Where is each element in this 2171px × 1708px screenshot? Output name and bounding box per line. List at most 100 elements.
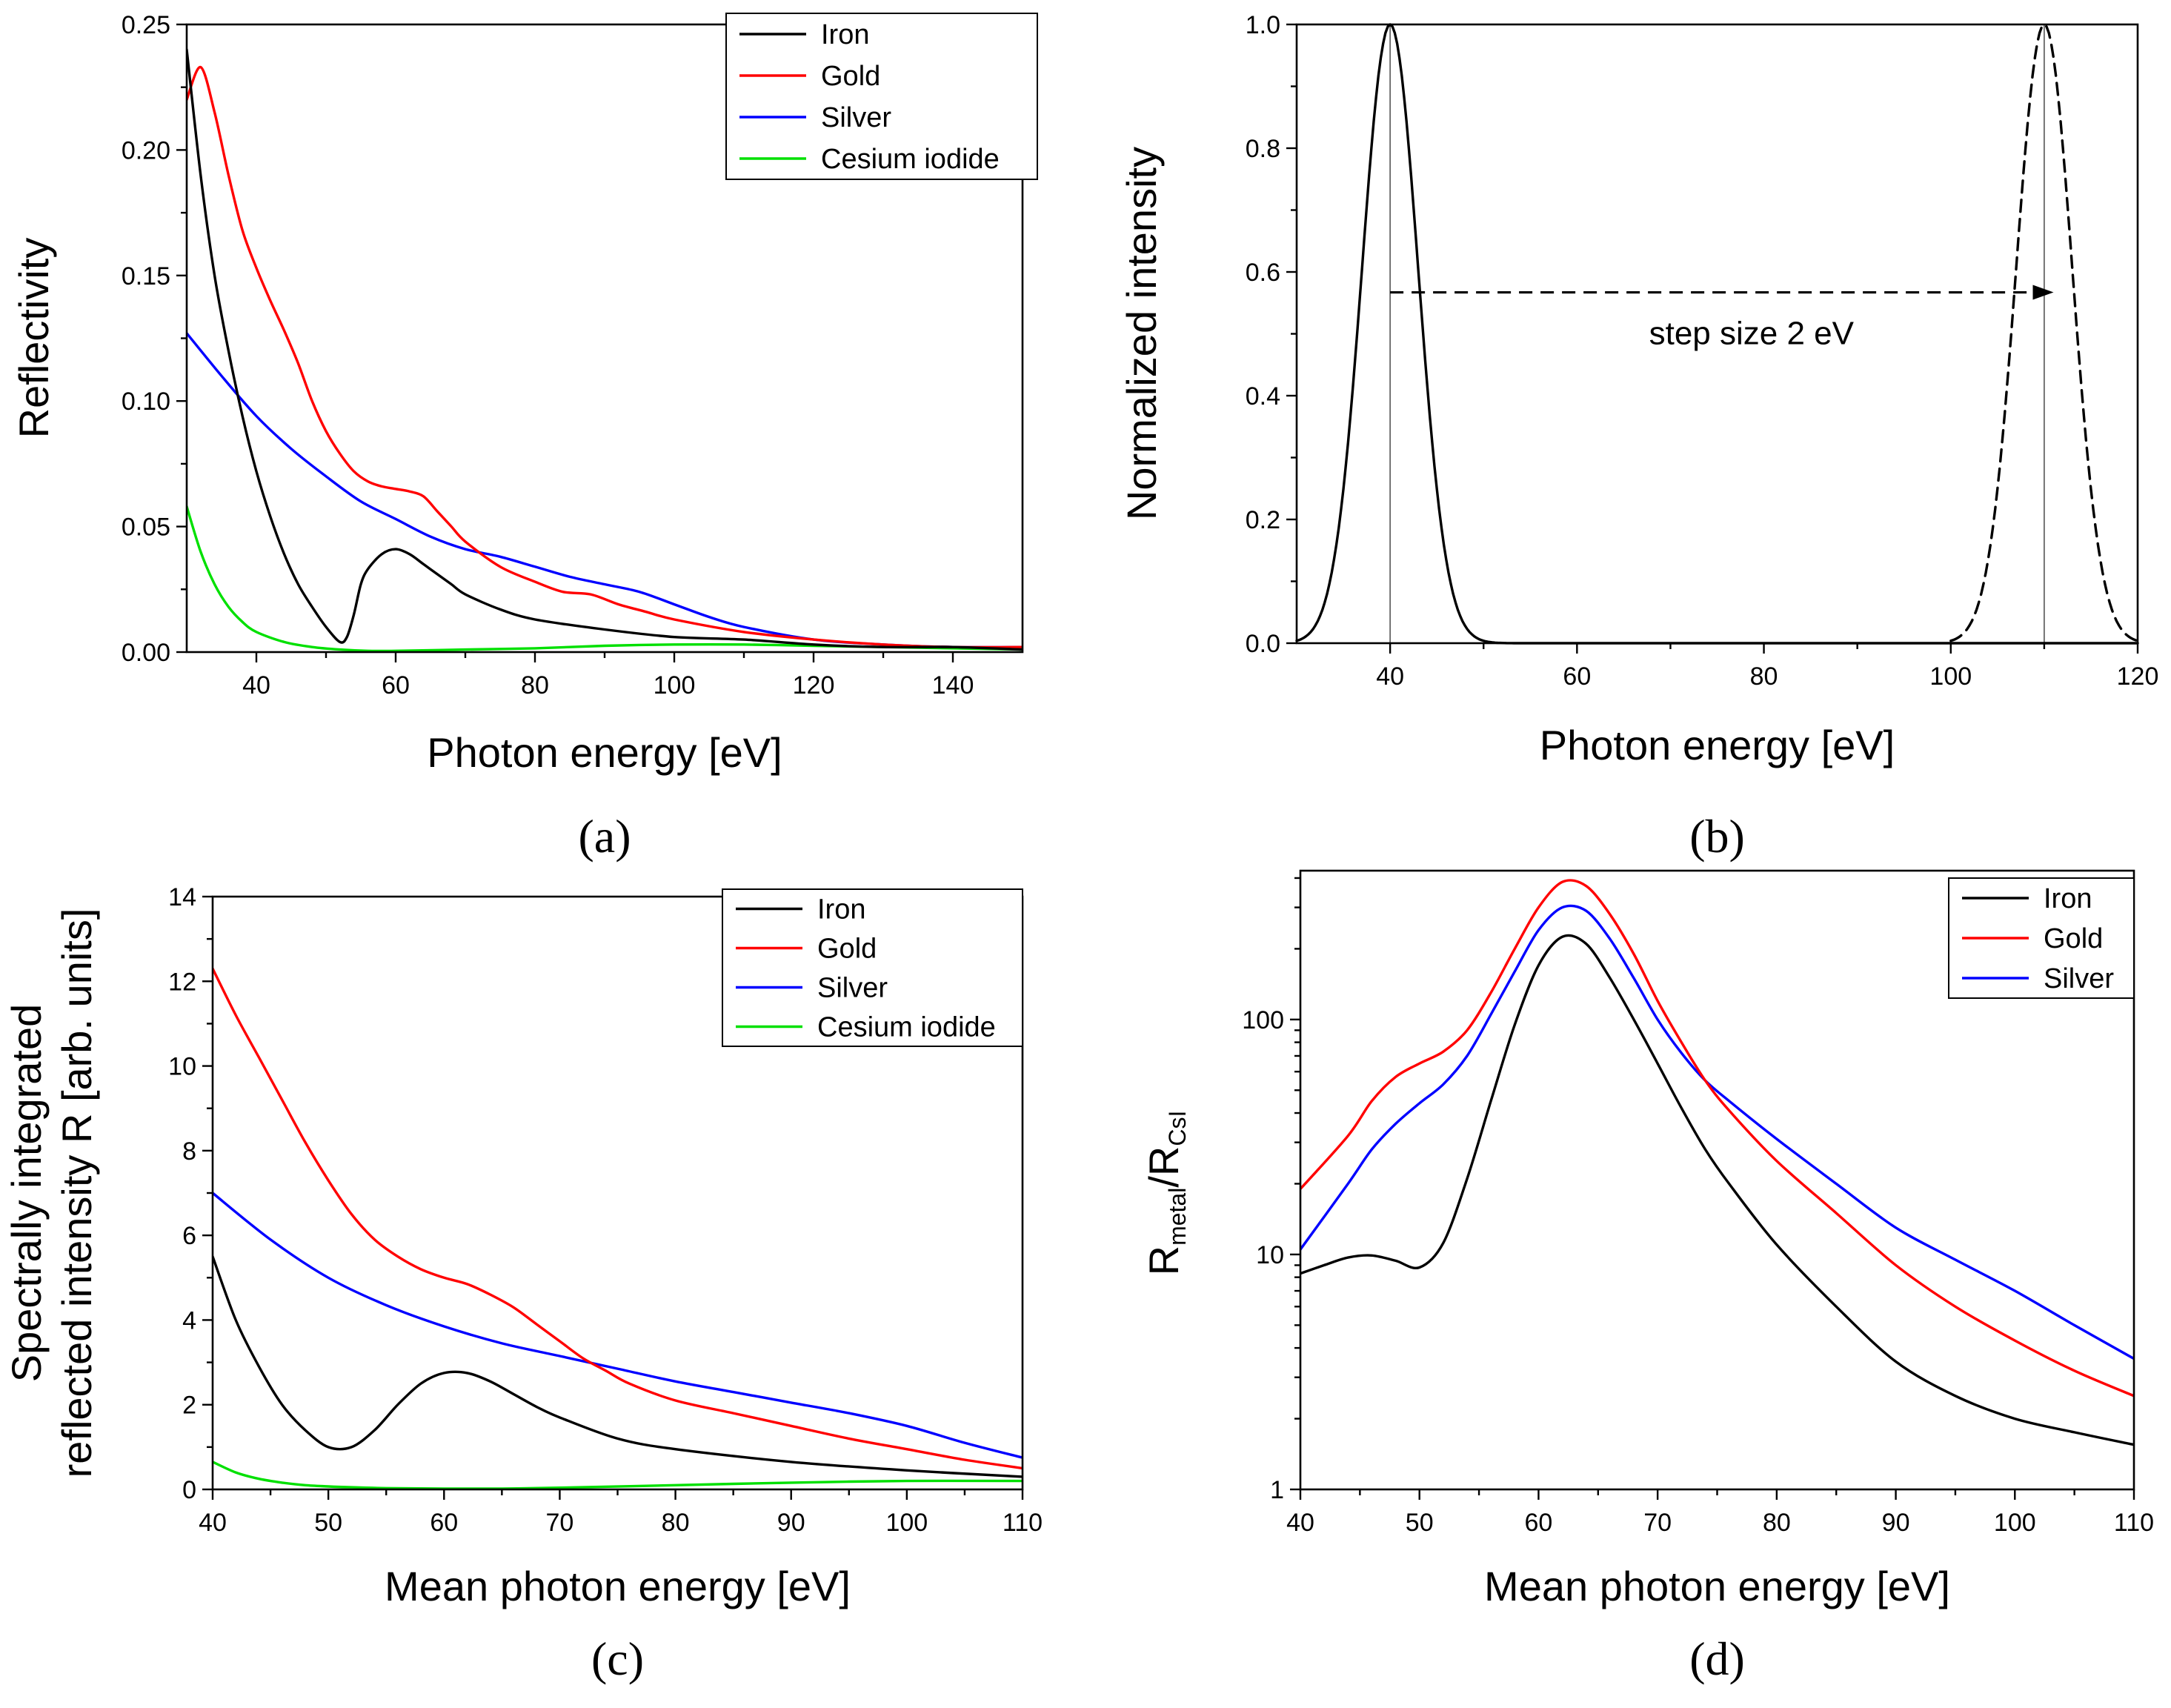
panel-label: (a) [578,810,631,863]
y-tick-label: 2 [182,1392,196,1420]
x-tick-label: 100 [1929,662,1972,691]
x-tick-label: 110 [1003,1509,1043,1537]
series-line-cesium-iodide [213,1461,1023,1489]
legend-label-iron: Iron [821,19,869,50]
x-tick-label: 60 [1563,662,1591,691]
legend: Iron Gold Silver Cesium iodide [722,888,1023,1047]
x-tick-label: 120 [2117,662,2159,691]
y-tick-label: 0.8 [1246,135,1280,163]
x-tick-label: 50 [1406,1509,1434,1537]
x-tick-label: 90 [1882,1509,1910,1537]
legend: Iron Gold Silver Cesium iodide [725,13,1038,180]
y-tick-label: 1 [1270,1476,1284,1504]
y-tick-label: 4 [182,1306,196,1335]
panel-c: 40 50 60 70 80 90 100 110 0 2 4 6 8 10 12 14 Mean photon… [3,883,1043,1685]
y-title-r: R [1140,1246,1187,1275]
x-tick-label: 50 [314,1509,342,1537]
y-tick-label: 12 [168,968,196,996]
y-tick-label: 10 [1256,1241,1284,1269]
series-line-iron [187,48,1023,651]
y-axis-title: Rmetal/RCsI [1140,1111,1191,1276]
y-tick-label: 0.0 [1246,630,1280,658]
y-tick-label: 0.05 [122,514,170,542]
x-tick-label: 80 [662,1509,690,1537]
legend-box [725,13,1038,180]
legend-label-silver: Silver [817,973,888,1004]
y-tick-label: 0.2 [1246,506,1280,534]
legend-label-cesium-iodide: Cesium iodide [817,1012,996,1043]
y-tick-label: 8 [182,1137,196,1166]
y-title-sub-csi: CsI [1164,1111,1191,1146]
legend-label-cesium-iodide: Cesium iodide [821,144,1000,175]
y-axis-title-line: reflected intensity R [arb. units] [53,908,100,1478]
x-tick-label: 70 [1643,1509,1672,1537]
x-tick-label: 90 [777,1509,805,1537]
legend-label-gold: Gold [2044,923,2103,954]
legend-label-silver: Silver [2044,963,2114,994]
series-line-iron [213,1255,1023,1478]
x-tick-label: 120 [793,671,835,700]
x-tick-label: 80 [521,671,549,700]
series-line-gold [1300,879,2134,1398]
legend: Iron Gold Silver [1948,877,2135,999]
legend-label-iron: Iron [2044,883,2092,914]
step-size-annotation: step size 2 eV [1649,316,1855,352]
y-tick-label: 100 [1242,1006,1284,1034]
panel-label: (d) [1689,1632,1745,1685]
x-tick-label: 60 [382,671,410,700]
x-tick-label: 60 [430,1509,458,1537]
x-axis-title: Photon energy [eV] [427,729,782,776]
y-tick-label: 6 [182,1222,196,1250]
series-line-iron [1300,934,2134,1446]
series-line-gold [187,65,1023,649]
y-tick-label: 0.4 [1246,382,1280,411]
y-title-slash-r: /R [1140,1146,1187,1188]
x-axis-title: Mean photon energy [eV] [385,1563,851,1609]
y-axis-title: Normalized intensity [1118,147,1165,520]
x-tick-label: 100 [1994,1509,2036,1537]
legend-label-gold: Gold [821,61,880,92]
legend-label-iron: Iron [817,894,865,926]
y-tick-label: 14 [168,883,196,911]
x-tick-label: 60 [1525,1509,1553,1537]
series-line-silver [1300,904,2134,1360]
x-tick-label: 40 [242,671,270,700]
x-tick-label: 100 [885,1509,928,1537]
x-tick-label: 140 [932,671,974,700]
y-tick-label: 0.15 [122,262,170,290]
step-arrow-head [2032,285,2054,300]
y-tick-label: 0 [182,1476,196,1504]
series-line-gold [213,967,1023,1470]
panel-label: (b) [1689,810,1745,863]
y-tick-label: 0.6 [1246,259,1280,287]
legend-box [722,888,1023,1047]
x-tick-label: 80 [1750,662,1778,691]
x-axis-title: Mean photon energy [eV] [1484,1563,1950,1609]
y-tick-label: 0.10 [122,388,170,416]
x-axis-title: Photon energy [eV] [1540,722,1895,768]
series-line-silver [213,1192,1023,1459]
x-tick-label: 40 [1376,662,1404,691]
y-tick-label: 0.20 [122,136,170,165]
panel-b: step size 2 eV 40 60 80 100 120 0.0 0.2 0.4 0.6 0.… [1118,11,2158,863]
legend-label-gold: Gold [817,934,877,965]
y-tick-label: 10 [168,1053,196,1081]
panel-a: 40 60 80 100 120 140 0.00 0.05 0.10 0.15 0.20 0.25 P… [10,11,1038,863]
x-tick-label: 40 [1286,1509,1314,1537]
x-tick-label: 110 [2114,1509,2154,1537]
legend-label-silver: Silver [821,102,891,133]
x-tick-label: 40 [199,1509,227,1537]
panel-label: (c) [591,1632,644,1685]
band-curve-dashed [1949,23,2139,642]
y-tick-label: 0.00 [122,639,170,667]
x-tick-label: 70 [546,1509,574,1537]
y-tick-label: 1.0 [1246,11,1280,39]
x-tick-label: 80 [1763,1509,1791,1537]
y-title-sub-metal: metal [1164,1188,1191,1246]
y-tick-label: 0.25 [122,11,170,39]
y-axis-title: Reflectivity [10,238,57,439]
y-axis-title-line: Spectrally integrated [3,1004,50,1383]
x-tick-label: 100 [654,671,696,700]
